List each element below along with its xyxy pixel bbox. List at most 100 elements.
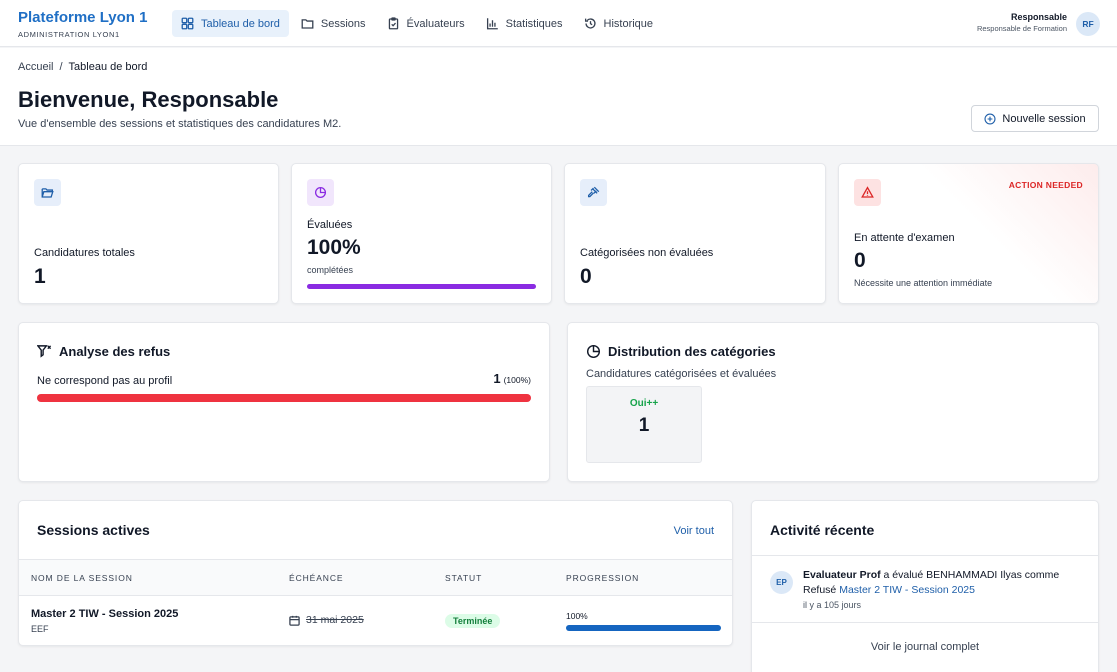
category-distribution-panel: Distribution des catégories Candidatures… (567, 322, 1099, 482)
clipboard-check-icon (388, 17, 398, 30)
refusal-title: Analyse des refus (59, 344, 171, 359)
table-header: NOM DE LA SESSION ÉCHÉANCE STATUT PROGRE… (19, 559, 732, 596)
page-header: Accueil / Tableau de bord Bienvenue, Respo… (0, 48, 1117, 146)
deadline-text: 31 mai 2025 (306, 614, 364, 626)
refusal-reason: Ne correspond pas au profil (37, 375, 173, 387)
nav-item-label: Statistiques (505, 17, 563, 30)
bar-chart-icon (486, 18, 498, 30)
warning-icon (861, 186, 874, 198)
refusal-bar-fill (37, 394, 531, 402)
nav-item-label: Évaluateurs (406, 17, 465, 30)
page-title: Bienvenue, Responsable (18, 87, 279, 112)
stat-note: Nécessite une attention immédiate (854, 278, 993, 288)
top-bar: Plateforme Lyon 1 ADMINISTRATION LYON1 T… (0, 0, 1117, 47)
nav-item-label: Tableau de bord (201, 17, 280, 30)
user-role: Responsable de Formation (976, 24, 1067, 33)
progress-fill (566, 625, 721, 631)
status-badge: Terminée (445, 614, 501, 628)
stat-label: Évaluées (307, 219, 353, 231)
user-info[interactable]: Responsable Responsable de Formation (977, 12, 1067, 33)
activity-time: il y a 105 jours (803, 600, 862, 610)
nav-item-evaluators[interactable]: Évaluateurs (378, 10, 474, 37)
activity-verb: a évalué BENHAMMADI Ilyas comme Refusé (803, 569, 1060, 596)
gavel-icon (587, 186, 600, 198)
evaluated-progress-bar (307, 284, 536, 289)
session-name[interactable]: Master 2 TIW - Session 2025 (31, 608, 179, 620)
session-code: EEF (31, 624, 49, 634)
stat-value: 0 (580, 265, 592, 288)
refusal-analysis-panel: Analyse des refus Ne correspond pas au p… (18, 322, 550, 482)
stat-icon-box (307, 179, 334, 206)
stat-card-evaluated: Évaluées 100% complétées (291, 163, 552, 304)
breadcrumb: Accueil / Tableau de bord (18, 61, 147, 73)
pie-chart-icon (314, 186, 327, 199)
breadcrumb-current: Tableau de bord (68, 61, 148, 73)
refusal-count: 1 (100%) (493, 371, 531, 386)
distribution-title: Distribution des catégories (608, 344, 776, 359)
nav-item-dashboard[interactable]: Tableau de bord (172, 10, 289, 37)
pie-chart-icon (586, 344, 601, 359)
breadcrumb-separator: / (59, 61, 63, 73)
table-row[interactable]: Master 2 TIW - Session 2025 EEF 31 mai 2… (19, 596, 732, 646)
sessions-title: Sessions actives (37, 522, 150, 538)
new-session-label: Nouvelle session (1002, 112, 1086, 125)
activity-actor: Evaluateur Prof (803, 569, 881, 581)
panel-title: Analyse des refus (37, 344, 170, 359)
stat-icon-box (854, 179, 881, 206)
progress-label: 100% (566, 611, 588, 621)
stat-value: 1 (34, 265, 46, 288)
new-session-button[interactable]: Nouvelle session (971, 105, 1099, 132)
stat-card-total: Candidatures totales 1 (18, 163, 279, 304)
refusal-bar (37, 394, 531, 402)
progress-fill (307, 284, 536, 289)
column-header[interactable]: NOM DE LA SESSION (31, 573, 133, 583)
filter-x-icon (37, 345, 52, 358)
session-deadline: 31 mai 2025 (289, 614, 364, 626)
full-log-link[interactable]: Voir le journal complet (870, 641, 980, 653)
activity-text: Evaluateur Prof a évalué BENHAMMADI Ilya… (803, 568, 1093, 598)
main-nav: Tableau de bord Sessions Évaluateurs Sta… (172, 10, 665, 37)
avatar[interactable]: RF (1076, 12, 1100, 36)
avatar: EP (770, 571, 793, 594)
distribution-subtitle: Candidatures catégorisées et évaluées (586, 368, 777, 380)
session-progress-bar (566, 625, 721, 631)
stat-card-categorized: Catégorisées non évaluées 0 (564, 163, 826, 304)
stat-label: Catégorisées non évaluées (580, 247, 714, 259)
user-name: Responsable (1010, 12, 1067, 22)
stat-label: Candidatures totales (34, 247, 135, 259)
category-count: 1 (638, 415, 650, 436)
app-title[interactable]: Plateforme Lyon 1 (18, 9, 148, 26)
app-subtitle: ADMINISTRATION LYON1 (18, 30, 120, 39)
stat-card-pending: ACTION NEEDED En attente d'examen 0 Néce… (838, 163, 1099, 304)
category-box[interactable]: Oui++ 1 (586, 386, 702, 463)
nav-item-statistics[interactable]: Statistiques (477, 10, 572, 37)
see-all-link[interactable]: Voir tout (673, 525, 714, 537)
nav-item-sessions[interactable]: Sessions (292, 10, 375, 37)
column-header[interactable]: STATUT (445, 573, 483, 583)
page-subtitle: Vue d'ensemble des sessions et statistiq… (18, 118, 342, 130)
refusal-count-value: 1 (493, 371, 501, 386)
column-header[interactable]: ÉCHÉANCE (289, 573, 344, 583)
breadcrumb-home[interactable]: Accueil (18, 61, 54, 73)
stat-label: En attente d'examen (854, 232, 955, 244)
dashboard-icon (181, 17, 194, 30)
stat-value: 0 (854, 249, 866, 272)
stat-icon-box (34, 179, 61, 206)
activity-title: Activité récente (770, 522, 875, 538)
activity-target-link[interactable]: Master 2 TIW - Session 2025 (839, 584, 975, 596)
activity-item: EP Evaluateur Prof a évalué BENHAMMADI I… (752, 555, 1098, 623)
nav-item-history[interactable]: Historique (575, 10, 663, 37)
panel-title: Distribution des catégories (586, 344, 776, 359)
active-sessions-panel: Sessions actives Voir tout NOM DE LA SES… (18, 500, 733, 646)
category-name: Oui++ (629, 398, 659, 409)
folder-icon (301, 19, 314, 29)
brand[interactable]: Plateforme Lyon 1 ADMINISTRATION LYON1 (18, 9, 147, 39)
column-header[interactable]: PROGRESSION (566, 573, 640, 583)
history-icon (584, 18, 596, 29)
action-needed-badge: ACTION NEEDED (1008, 180, 1083, 190)
stat-note: complétées (307, 265, 354, 275)
nav-item-label: Historique (603, 17, 654, 30)
folder-open-icon (41, 188, 54, 198)
stat-value: 100% (307, 236, 361, 259)
calendar-icon (289, 615, 300, 626)
